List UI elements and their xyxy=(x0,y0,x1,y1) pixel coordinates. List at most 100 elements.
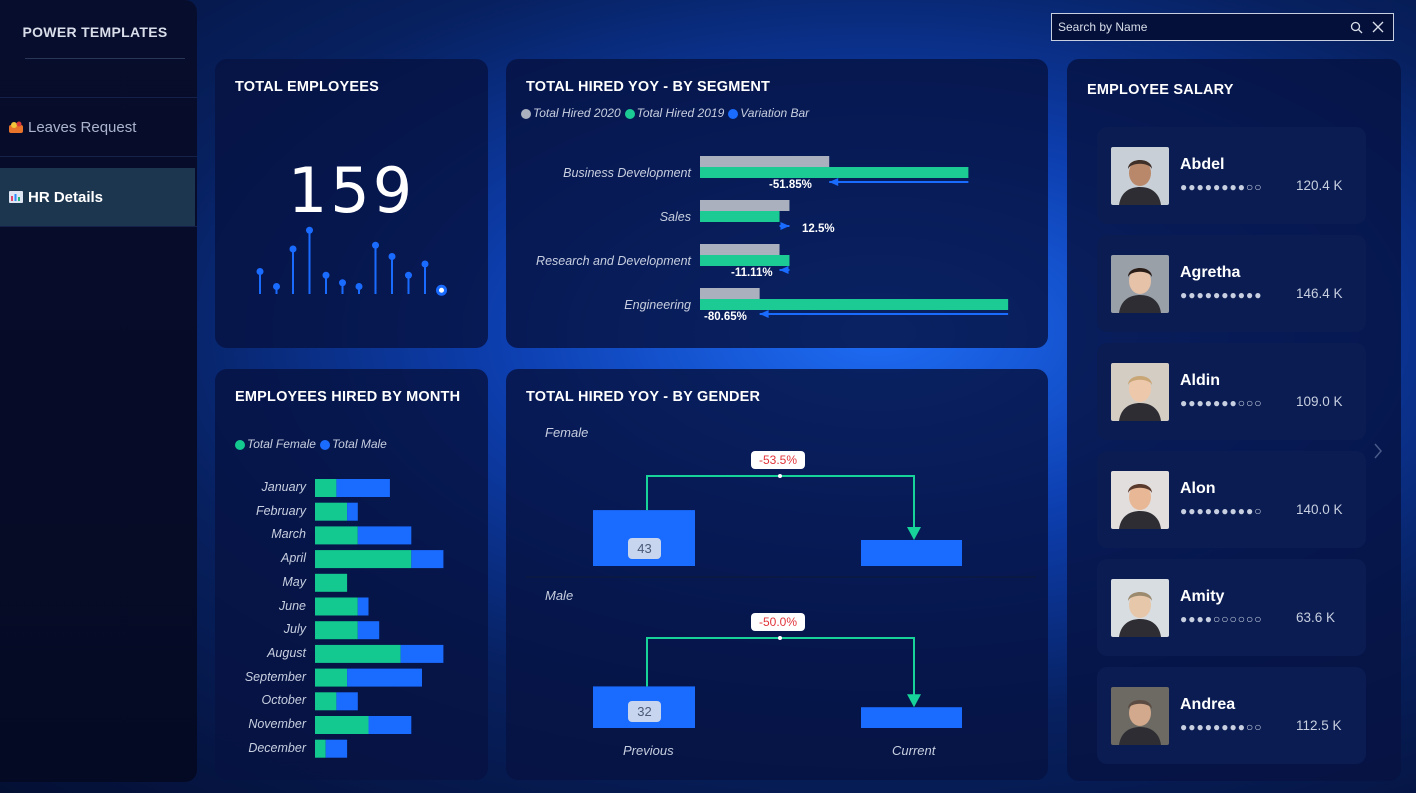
male-previous-value: 32 xyxy=(628,701,661,722)
variation-label: 12.5% xyxy=(802,223,835,235)
male-bar xyxy=(400,644,444,663)
month-label: February xyxy=(255,503,306,518)
variation-arrow xyxy=(779,266,789,274)
bar-2019 xyxy=(700,299,1009,310)
employee-name: Agretha xyxy=(1180,264,1241,281)
x-label-current: Current xyxy=(892,743,936,758)
search-icon[interactable] xyxy=(1345,16,1367,38)
avatar xyxy=(1111,687,1169,745)
gender-chart xyxy=(526,474,1036,728)
female-variation-badge: -53.5% xyxy=(751,451,806,469)
female-bar xyxy=(315,550,412,569)
search-box xyxy=(1051,13,1394,41)
nav-divider xyxy=(0,156,197,157)
lollipop-chart xyxy=(256,226,447,296)
gender-card: TOTAL HIRED YOY - BY GENDER Female Male … xyxy=(506,369,1048,780)
employee-salary: 63.6 K xyxy=(1296,610,1336,625)
legend-item: Total Female xyxy=(235,437,316,451)
month-label: August xyxy=(267,645,306,660)
female-label: Female xyxy=(545,425,589,440)
connector-dot xyxy=(778,636,782,640)
segment-label: Sales xyxy=(659,210,691,224)
lollipop-dot xyxy=(372,241,379,249)
lollipop-dot xyxy=(256,268,264,275)
lollipop-dot xyxy=(421,260,429,268)
employee-name: Aldin xyxy=(1180,372,1220,389)
female-bar xyxy=(315,668,348,687)
female-bar xyxy=(315,573,348,592)
female-bar xyxy=(315,739,326,758)
chart-icon xyxy=(8,190,24,204)
employee-card[interactable]: Agretha ●●●●●●●●●● 146.4 K xyxy=(1097,235,1366,332)
male-bar xyxy=(357,526,412,545)
employee-name: Andrea xyxy=(1180,696,1236,713)
avatar xyxy=(1111,579,1169,637)
segment-legend: Total Hired 2020 Total Hired 2019 Variat… xyxy=(521,106,809,120)
male-bar xyxy=(411,550,444,569)
current-bar xyxy=(861,707,962,728)
segment-label: Research and Development xyxy=(536,254,691,268)
employee-card[interactable]: Abdel ●●●●●●●●○○ 120.4 K xyxy=(1097,127,1366,224)
months-card: EMPLOYEES HIRED BY MONTH Total Female To… xyxy=(215,369,488,780)
avatar xyxy=(1111,471,1169,529)
legend-item: Variation Bar xyxy=(728,106,809,120)
employee-salary: 109.0 K xyxy=(1296,394,1343,409)
sidebar: POWER TEMPLATES Leaves Request HR Detail… xyxy=(0,0,197,782)
month-label: November xyxy=(248,717,306,731)
x-label-previous: Previous xyxy=(623,743,674,758)
search-input[interactable] xyxy=(1052,14,1345,40)
lollipop-dot xyxy=(289,245,297,253)
segment-label: Engineering xyxy=(624,298,691,312)
clear-icon[interactable] xyxy=(1367,16,1389,38)
month-label: May xyxy=(282,574,306,589)
bar-2020 xyxy=(700,156,830,167)
nav-divider xyxy=(0,97,197,98)
card-title: TOTAL HIRED YOY - BY SEGMENT xyxy=(526,79,771,95)
variation-label: -80.65% xyxy=(704,311,747,323)
lollipop-dot xyxy=(339,279,346,287)
rating-dots: ●●●●○○○○○○ xyxy=(1180,612,1263,626)
female-bar xyxy=(315,502,348,521)
variation-arrow xyxy=(780,222,790,230)
employee-card[interactable]: Andrea ●●●●●●●●○○ 112.5 K xyxy=(1097,667,1366,764)
avatar xyxy=(1111,255,1169,313)
male-variation-badge: -50.0% xyxy=(751,613,806,631)
lollipop-dot xyxy=(322,271,330,279)
segment-card: TOTAL HIRED YOY - BY SEGMENT Total Hired… xyxy=(506,59,1048,348)
female-previous-value: 43 xyxy=(628,538,661,559)
card-title: TOTAL EMPLOYEES xyxy=(235,79,379,95)
variation-label: -11.11% xyxy=(731,267,773,279)
months-chart xyxy=(315,479,444,758)
female-bar xyxy=(315,526,358,545)
month-label: April xyxy=(280,551,306,566)
employee-salary: 140.0 K xyxy=(1296,502,1343,517)
nav-divider xyxy=(0,226,197,227)
employee-name: Alon xyxy=(1180,480,1216,497)
employee-salary: 120.4 K xyxy=(1296,178,1343,193)
male-bar xyxy=(325,739,348,758)
female-bar xyxy=(315,716,369,734)
female-bar xyxy=(315,621,358,640)
brand-title: POWER TEMPLATES xyxy=(22,24,168,40)
rating-dots: ●●●●●●●○○○ xyxy=(1180,396,1263,410)
rating-dots: ●●●●●●●●○○ xyxy=(1180,720,1263,734)
legend-item: Total Hired 2019 xyxy=(624,106,724,120)
months-legend: Total Female Total Male xyxy=(235,437,387,451)
male-bar xyxy=(357,621,380,640)
bar-2019 xyxy=(700,255,790,266)
month-label: March xyxy=(271,527,306,542)
bar-2020 xyxy=(700,288,760,299)
scroll-next-icon[interactable] xyxy=(1373,442,1383,465)
lollipop-dot xyxy=(355,283,363,290)
male-bar xyxy=(336,479,390,497)
avatar xyxy=(1111,363,1169,421)
employee-card[interactable]: Aldin ●●●●●●●○○○ 109.0 K xyxy=(1097,343,1366,440)
employee-card[interactable]: Alon ●●●●●●●●●○ 140.0 K xyxy=(1097,451,1366,548)
rating-dots: ●●●●●●●●●○ xyxy=(1180,504,1263,518)
nav-item-leaves-request[interactable]: Leaves Request xyxy=(0,98,195,156)
variation-arrow xyxy=(829,178,839,186)
employee-card[interactable]: Amity ●●●●○○○○○○ 63.6 K xyxy=(1097,559,1366,656)
bar-2019 xyxy=(700,211,780,222)
nav-item-hr-details[interactable]: HR Details xyxy=(0,168,195,226)
leaves-icon xyxy=(8,120,24,134)
